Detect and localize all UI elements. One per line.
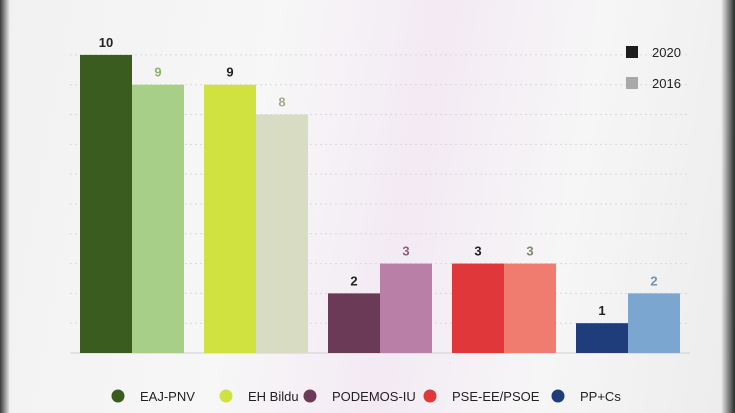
value-label: 9 bbox=[226, 65, 233, 80]
bar-2016-pp-cs bbox=[628, 293, 680, 353]
party-legend: EAJ-PNV EH Bildu PODEMOS-IU PSE-EE/PSOE PP+C… bbox=[111, 389, 621, 404]
value-labels: 10 9 9 8 2 3 3 3 1 2 bbox=[99, 35, 658, 318]
party-legend-dot bbox=[303, 389, 317, 403]
screen-edge-left bbox=[0, 0, 10, 413]
legend-swatch-2016 bbox=[626, 77, 638, 89]
value-label: 1 bbox=[598, 303, 605, 318]
party-legend-dot bbox=[111, 389, 125, 403]
legend-swatch-2020 bbox=[626, 46, 638, 58]
bar-2016-eh-bildu bbox=[256, 114, 308, 354]
value-label: 3 bbox=[526, 244, 533, 259]
bar-2020-pp-cs bbox=[576, 323, 628, 353]
party-legend-label: PODEMOS-IU bbox=[332, 389, 416, 404]
legend: 2020 2016 bbox=[626, 45, 681, 91]
bar-2016-podemos-iu bbox=[380, 263, 432, 353]
party-legend-dot bbox=[423, 389, 437, 403]
value-label: 9 bbox=[154, 65, 161, 80]
party-legend-label: PSE-EE/PSOE bbox=[452, 389, 540, 404]
bar-2020-eh-bildu bbox=[204, 84, 256, 353]
value-label: 3 bbox=[402, 244, 409, 259]
value-label: 8 bbox=[278, 95, 285, 110]
party-legend-label: EH Bildu bbox=[248, 389, 299, 404]
legend-label-2020: 2020 bbox=[652, 45, 681, 60]
party-legend-label: EAJ-PNV bbox=[140, 389, 195, 404]
bar-2020-podemos-iu bbox=[328, 293, 380, 353]
screen-edge-right bbox=[721, 0, 735, 413]
party-legend-dot bbox=[219, 389, 233, 403]
value-label: 3 bbox=[474, 244, 481, 259]
value-label: 2 bbox=[650, 273, 657, 288]
party-legend-dot bbox=[551, 389, 565, 403]
bar-2016-pse-ee-psoe bbox=[504, 263, 556, 353]
bar-2020-pse-ee-psoe bbox=[452, 263, 504, 353]
bar-2020-eaj-pnv bbox=[80, 54, 132, 354]
bar-2016-eaj-pnv bbox=[132, 84, 184, 353]
value-label: 2 bbox=[350, 273, 357, 288]
gridlines bbox=[70, 54, 690, 354]
party-legend-label: PP+Cs bbox=[580, 389, 621, 404]
bars bbox=[80, 54, 680, 354]
value-label: 10 bbox=[99, 35, 113, 50]
legend-label-2016: 2016 bbox=[652, 76, 681, 91]
